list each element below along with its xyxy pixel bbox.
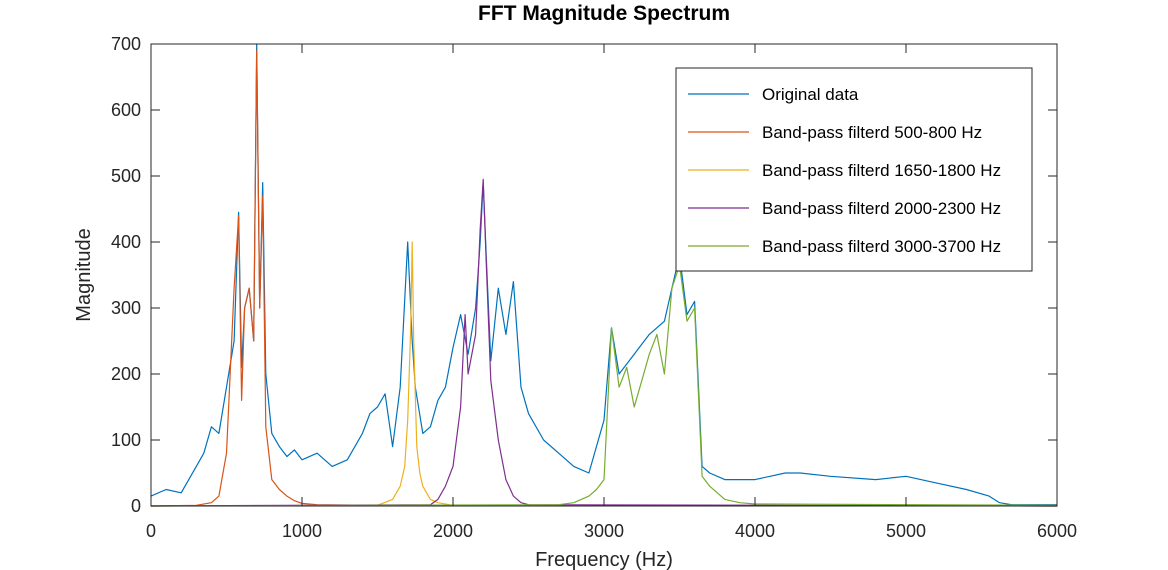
y-tick-label: 300 [111, 298, 141, 318]
x-tick-label: 6000 [1037, 521, 1077, 541]
series-line-2 [150, 49, 1058, 507]
y-tick-label: 0 [131, 496, 141, 516]
y-axis-label: Magnitude [73, 228, 95, 321]
y-tick-label: 400 [111, 232, 141, 252]
legend-label: Band-pass filterd 500-800 Hz [762, 123, 982, 142]
x-tick-label: 1000 [282, 521, 322, 541]
legend-label: Band-pass filterd 3000-3700 Hz [762, 237, 1001, 256]
series-line-4 [150, 178, 1058, 507]
chart-title: FFT Magnitude Spectrum [478, 2, 730, 25]
x-tick-label: 0 [146, 521, 156, 541]
x-tick-label: 5000 [886, 521, 926, 541]
series-layer [150, 43, 1058, 507]
x-tick-label: 2000 [433, 521, 473, 541]
series-line-5 [150, 264, 1058, 507]
legend-label: Original data [762, 85, 859, 104]
legend: Original data Band-pass filterd 500-800 H… [675, 67, 1033, 272]
y-tick-label: 200 [111, 364, 141, 384]
y-tick-label: 500 [111, 166, 141, 186]
legend-items: Original data Band-pass filterd 500-800 H… [688, 85, 1001, 256]
y-tick-label: 600 [111, 100, 141, 120]
legend-label: Band-pass filterd 2000-2300 Hz [762, 199, 1001, 218]
x-axis-label: Frequency (Hz) [535, 549, 673, 570]
y-tick-label: 100 [111, 430, 141, 450]
x-tick-label: 4000 [735, 521, 775, 541]
y-tick-label: 700 [111, 34, 141, 54]
legend-label: Band-pass filterd 1650-1800 Hz [762, 161, 1001, 180]
x-tick-label: 3000 [584, 521, 624, 541]
ticks-layer: 0 1000 2000 3000 4000 5000 6000 0 100 200 300 400 50… [111, 34, 1077, 541]
series-line-3 [150, 241, 1058, 507]
